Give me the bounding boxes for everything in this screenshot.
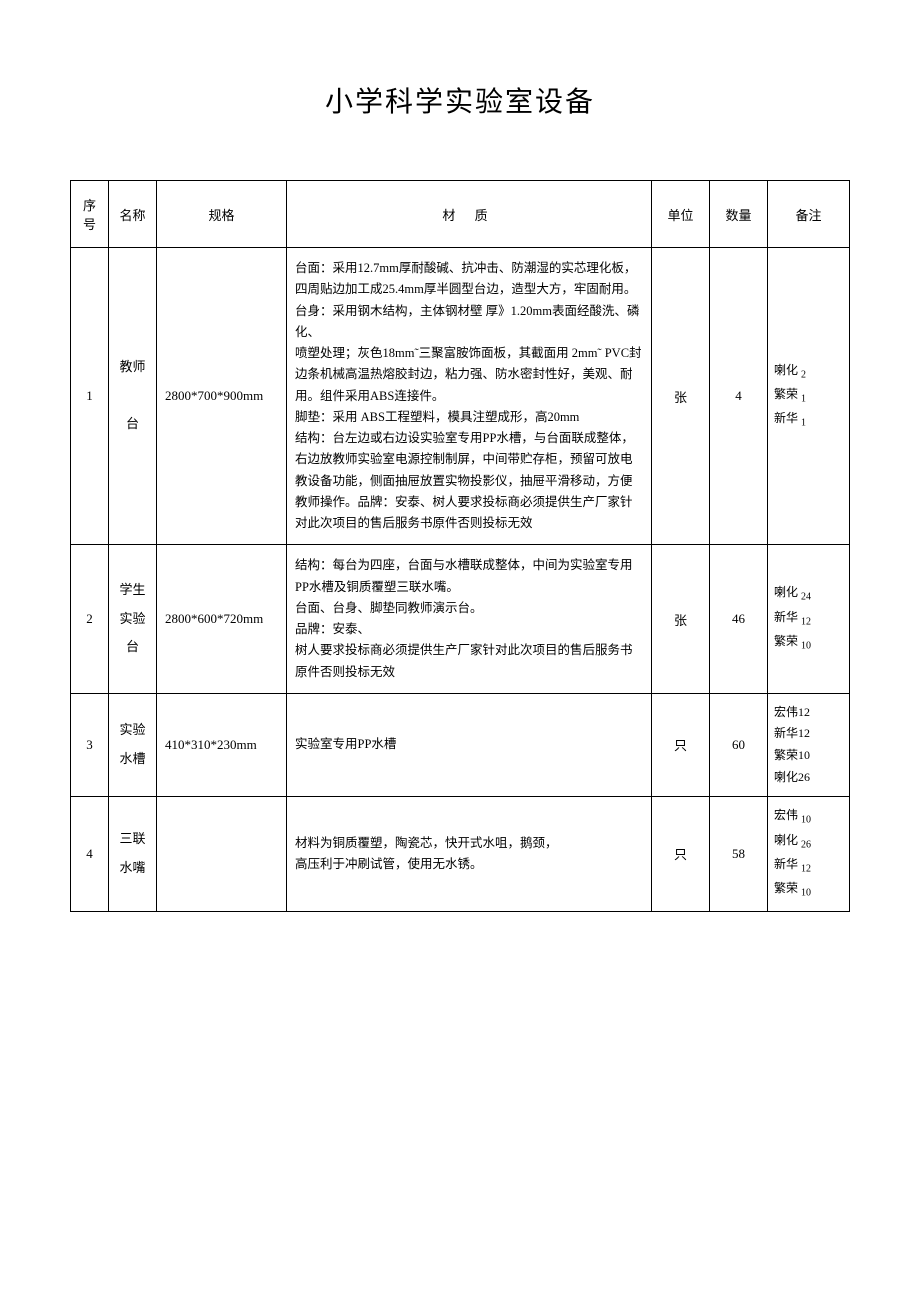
cell-spec	[157, 797, 287, 912]
cell-name: 三联水嘴	[109, 797, 157, 912]
cell-note: 宏伟12新华12繁荣10喇化26	[768, 693, 850, 796]
cell-unit: 张	[652, 545, 710, 694]
cell-material: 实验室专用PP水槽	[287, 693, 652, 796]
table-row: 1教师台2800*700*900mm台面：采用12.7mm厚耐酸碱、抗冲击、防潮…	[71, 248, 850, 545]
cell-no: 4	[71, 797, 109, 912]
cell-qty: 46	[710, 545, 768, 694]
header-note: 备注	[768, 181, 850, 248]
table-row: 4三联水嘴 材料为铜质覆塑，陶瓷芯，快开式水咀，鹅颈，高压利于冲刷试管，使用无水锈…	[71, 797, 850, 912]
header-spec: 规格	[157, 181, 287, 248]
page-title: 小学科学实验室设备	[70, 80, 850, 120]
cell-qty: 58	[710, 797, 768, 912]
header-name: 名称	[109, 181, 157, 248]
header-no: 序号	[71, 181, 109, 248]
cell-note: 喇化 24新华 12繁荣 10	[768, 545, 850, 694]
cell-no: 1	[71, 248, 109, 545]
table-row: 2学生实验 台2800*600*720mm结构：每台为四座，台面与水槽联成整体，…	[71, 545, 850, 694]
cell-spec: 410*310*230mm	[157, 693, 287, 796]
header-unit: 单位	[652, 181, 710, 248]
header-material: 材 质	[287, 181, 652, 248]
cell-no: 3	[71, 693, 109, 796]
cell-no: 2	[71, 545, 109, 694]
cell-material: 台面：采用12.7mm厚耐酸碱、抗冲击、防潮湿的实芯理化板，四周贴边加工成25.…	[287, 248, 652, 545]
cell-note: 喇化 2繁荣 1新华 1	[768, 248, 850, 545]
cell-qty: 60	[710, 693, 768, 796]
cell-spec: 2800*700*900mm	[157, 248, 287, 545]
header-qty: 数量	[710, 181, 768, 248]
cell-unit: 张	[652, 248, 710, 545]
cell-unit: 只	[652, 797, 710, 912]
cell-name: 教师台	[109, 248, 157, 545]
cell-material: 材料为铜质覆塑，陶瓷芯，快开式水咀，鹅颈，高压利于冲刷试管，使用无水锈。	[287, 797, 652, 912]
table-header-row: 序号 名称 规格 材 质 单位 数量 备注	[71, 181, 850, 248]
equipment-table: 序号 名称 规格 材 质 单位 数量 备注 1教师台2800*700*900mm…	[70, 180, 850, 912]
cell-spec: 2800*600*720mm	[157, 545, 287, 694]
cell-name: 实验水槽	[109, 693, 157, 796]
cell-note: 宏伟 10喇化 26新华 12繁荣 10	[768, 797, 850, 912]
cell-name: 学生实验 台	[109, 545, 157, 694]
cell-qty: 4	[710, 248, 768, 545]
cell-material: 结构：每台为四座，台面与水槽联成整体，中间为实验室专用 PP水槽及铜质覆塑三联水…	[287, 545, 652, 694]
cell-unit: 只	[652, 693, 710, 796]
table-row: 3实验水槽410*310*230mm实验室专用PP水槽只60宏伟12新华12繁荣…	[71, 693, 850, 796]
